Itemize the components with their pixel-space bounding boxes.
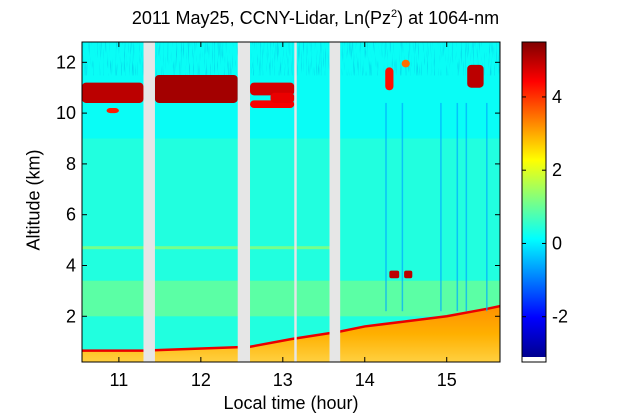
- title-superscript: 2: [390, 8, 398, 20]
- cirrus-cloud-7: [467, 64, 484, 88]
- aerosol-band: [82, 246, 332, 250]
- chart-title: 2011 May25, CCNY-Lidar, Ln(Pz2) at 1064-…: [0, 8, 631, 29]
- elevated-layer-1: [404, 270, 413, 279]
- x-tick-label-3: 14: [355, 370, 375, 390]
- data-gap-0: [143, 42, 155, 362]
- colorbar-frame: [521, 41, 547, 363]
- x-axis-label: Local time (hour): [223, 393, 359, 413]
- data-gap-1: [237, 42, 251, 362]
- y-axis-label: Altitude (km): [23, 149, 44, 251]
- boundary-layer: [82, 306, 500, 362]
- cirrus-cloud-3: [250, 82, 295, 96]
- profile-streak-1: [401, 102, 404, 312]
- y-tick-label-2: 6: [66, 205, 76, 225]
- cirrus-cloud-0: [82, 82, 144, 103]
- x-tick-label-0: 11: [110, 370, 129, 390]
- cirrus-cloud-1: [106, 108, 119, 114]
- y-tick-label-5: 12: [56, 52, 76, 72]
- profile-streak-5: [486, 102, 488, 312]
- colorbar-tick-label-3: 4: [552, 87, 562, 107]
- title-prefix: 2011 May25, CCNY-Lidar, Ln(Pz: [131, 8, 391, 28]
- cirrus-cloud-8: [401, 59, 410, 68]
- x-tick-label-2: 13: [273, 370, 293, 390]
- title-suffix: ) at 1064-nm: [397, 8, 500, 28]
- colorbar-footer: [522, 357, 546, 362]
- data-gap-2: [294, 42, 297, 362]
- profile-streak-3: [456, 102, 459, 312]
- x-tick-label-4: 15: [437, 370, 457, 390]
- colorbar-tick-label-1: 0: [552, 233, 562, 253]
- data-gap-3: [329, 42, 341, 362]
- y-tick-label-0: 2: [66, 306, 76, 326]
- cirrus-cloud-6: [385, 67, 394, 91]
- y-tick-label-1: 4: [66, 255, 76, 275]
- boundary-layer-top-edge: [82, 304, 500, 352]
- colorbar-tick-label-0: -2: [552, 307, 568, 327]
- x-tick-label-1: 12: [191, 370, 211, 390]
- colorbar-tick-label-2: 2: [552, 160, 562, 180]
- cirrus-cloud-5: [270, 92, 295, 103]
- y-tick-label-4: 10: [56, 103, 76, 123]
- cirrus-cloud-2: [154, 75, 238, 103]
- plot-frame: [81, 41, 501, 363]
- y-tick-label-3: 8: [66, 154, 76, 174]
- profile-streak-2: [440, 102, 442, 312]
- profile-streak-4: [465, 102, 468, 312]
- elevated-layer-0: [389, 270, 400, 279]
- profile-streak-0: [385, 102, 387, 312]
- colorbar-gradient: [522, 42, 546, 357]
